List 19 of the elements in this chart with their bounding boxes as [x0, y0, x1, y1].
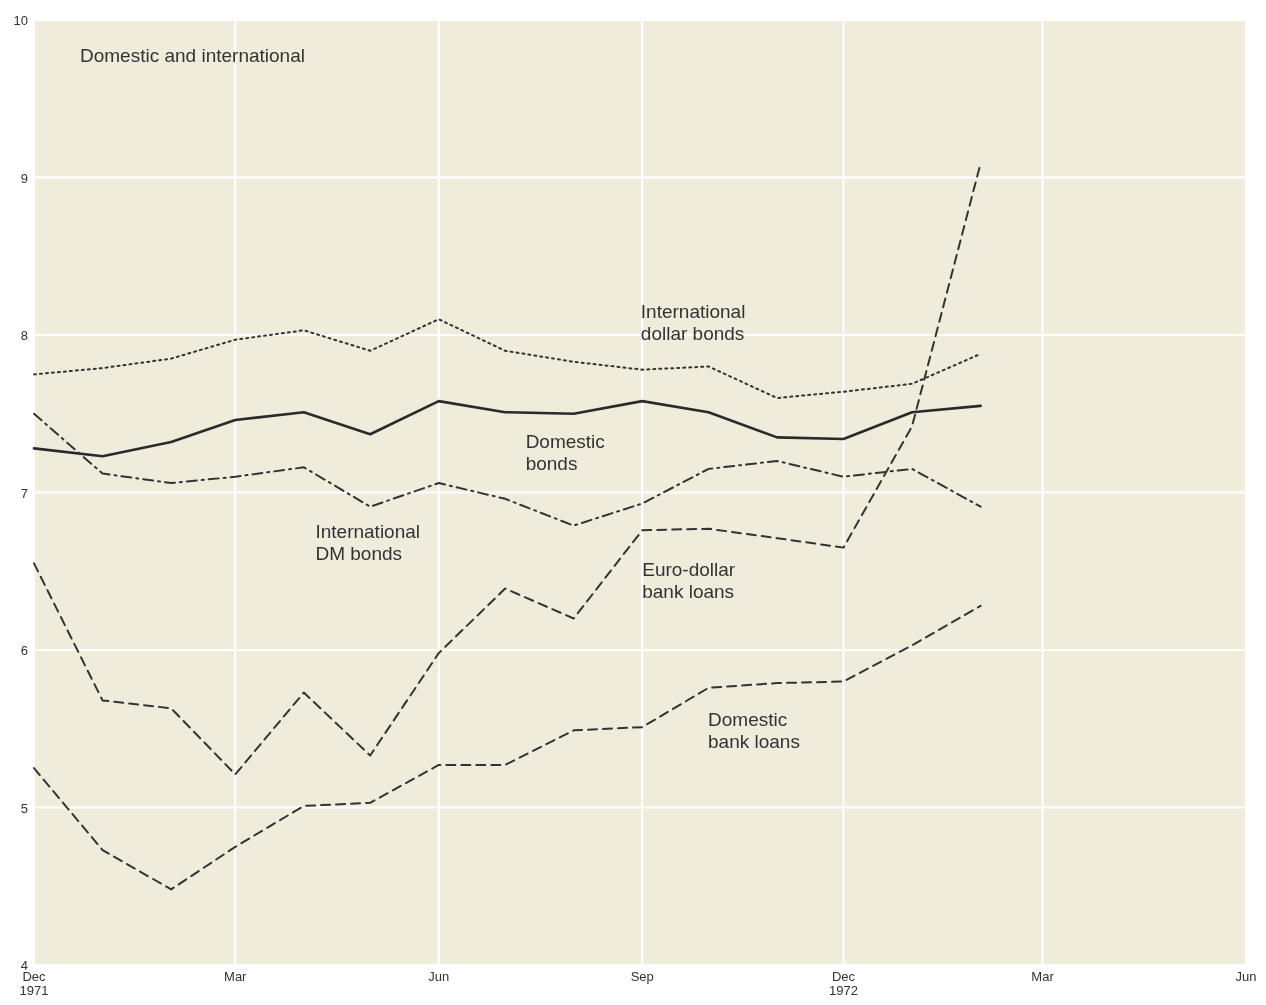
y-tick-label: 10 [13, 13, 28, 28]
x-tick-label: Dec 1972 [829, 969, 858, 998]
y-tick-label: 6 [20, 643, 28, 658]
x-tick-label: Jun [428, 969, 450, 984]
series-label: Domestic bank loans [708, 708, 800, 752]
text: Domestic and international [80, 45, 305, 66]
series-label: Euro-dollar bank loans [642, 558, 736, 602]
line-series [33, 604, 982, 891]
series-label: Domestic bonds [525, 431, 605, 475]
y-tick-label: 7 [20, 485, 28, 501]
y-tick-label: 5 [20, 800, 28, 816]
series-label: International DM bonds [315, 521, 421, 565]
x-tick-label: Mar [1031, 969, 1055, 984]
x-tick-label: Mar [224, 969, 248, 984]
series-label: International dollar bonds [640, 300, 746, 344]
x-tick-label: Sep [630, 969, 654, 984]
y-tick-label: 8 [20, 328, 28, 343]
y-tick-label: 9 [20, 170, 28, 186]
x-tick-label: Jun [1235, 969, 1257, 984]
